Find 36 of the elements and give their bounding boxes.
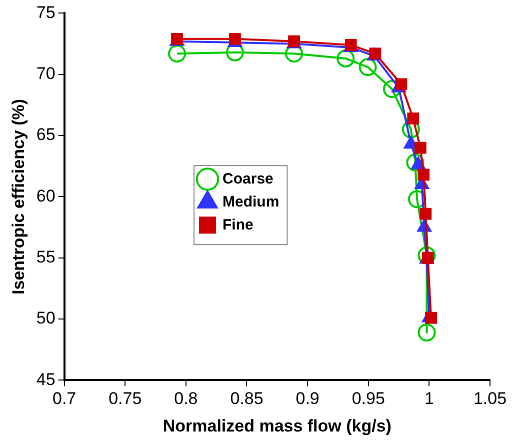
x-axis-title: Normalized mass flow (kg/s) [162,416,392,436]
point [229,32,241,45]
point [425,312,437,324]
y-tick-label: 65 [36,125,56,144]
x-tick-label: 0.9 [296,389,320,408]
x-tick-label: 0.7 [52,389,76,408]
point [420,208,432,220]
y-tick-label: 75 [36,2,56,22]
point [407,112,420,124]
y-tick-label: 60 [36,186,56,206]
point [418,168,430,181]
point [418,323,436,342]
legend-label: Medium [222,193,280,210]
y-tick-label: 45 [36,370,56,389]
point [395,78,408,90]
y-tick-label: 55 [36,248,56,267]
point [418,246,436,264]
x-tick-label: 0.75 [108,389,142,408]
x-tick-label: 0.95 [352,389,385,408]
point [402,120,420,138]
point [408,190,426,208]
point [168,44,186,63]
point [382,80,401,98]
y-axis-title: Isentropic efficiency (%) [8,98,28,294]
x-tick-label: 1.05 [473,389,507,408]
point [336,49,355,68]
legend-label: Coarse [222,170,274,188]
point [358,58,377,76]
x-tick-label: 0.8 [174,389,198,408]
y-tick-label: 70 [36,64,56,84]
y-tick-label: 50 [36,308,56,328]
point [406,153,424,172]
x-tick-label: 1 [424,389,434,408]
point [414,142,426,154]
legend-label: Fine [222,216,254,234]
x-tick-label: 0.85 [230,389,264,408]
